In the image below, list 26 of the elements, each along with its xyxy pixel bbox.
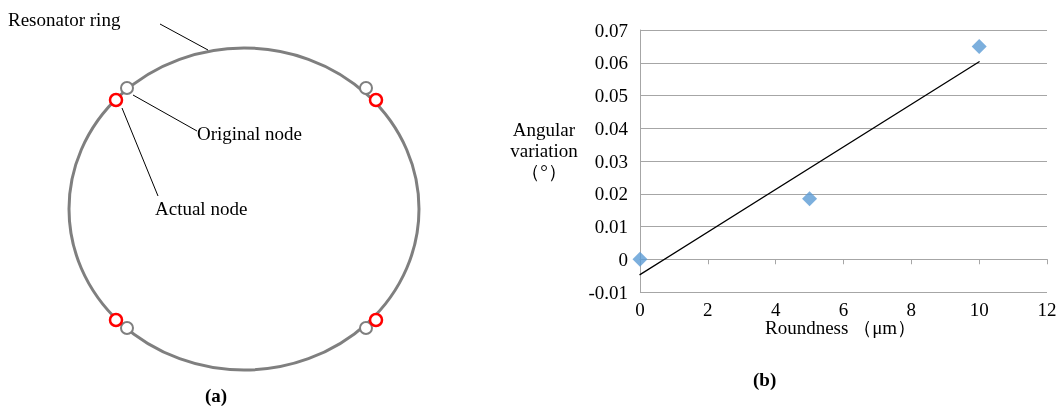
text: Original node [197,123,303,145]
point [802,191,818,207]
text: (b) [753,369,777,391]
y-tick-label: 0.05 [594,85,628,106]
x-tick-label: 2 [703,299,713,320]
y-tick-label: 0.01 [594,216,628,237]
x-tick-label: 12 [1037,299,1057,320]
y-tick-label: 0 [618,248,628,270]
y-tick-label: 0.07 [594,19,628,41]
text: Resonator ring [8,9,121,31]
y-tick-label: 0.03 [594,150,628,172]
point [971,38,987,54]
x-tick-label: 4 [770,299,781,320]
text: (a) [205,385,228,407]
text: Actual node [155,198,248,220]
x-tick-label: 6 [838,299,849,320]
x-axis-title: Roundness （μm） [765,317,917,339]
x-tick-label: 0 [635,299,645,320]
y-tick-label: 0.02 [594,183,628,205]
y-tick-label: 0.04 [594,117,629,139]
x-tick-label: 8 [906,299,917,320]
y-tick-label: -0.01 [588,281,628,303]
x-tick-label: 10 [969,299,989,320]
y-tick-label: 0.06 [594,52,628,74]
point [632,251,648,267]
y-axis-title: Angular variation（°） [509,119,579,183]
